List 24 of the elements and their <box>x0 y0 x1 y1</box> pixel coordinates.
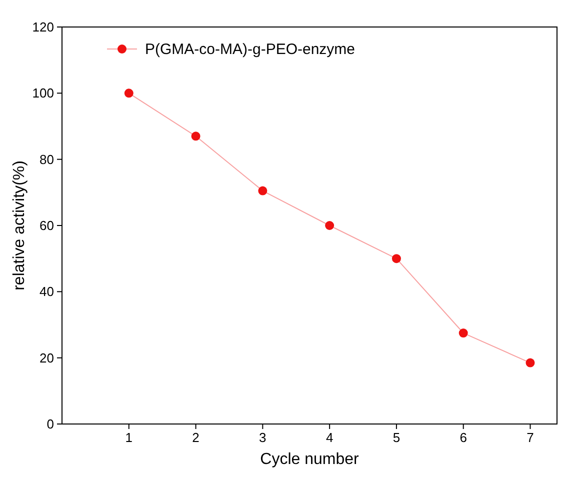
x-tick-label: 4 <box>326 430 334 445</box>
point <box>526 358 535 368</box>
y-tick-label: 60 <box>40 218 54 233</box>
x-tick-label: 2 <box>192 430 200 445</box>
x-tick-label: 7 <box>526 430 534 445</box>
point <box>392 254 401 264</box>
x-tick-label: 3 <box>259 430 266 445</box>
y-tick-label: 20 <box>40 350 54 366</box>
x-tick-label: 5 <box>392 430 400 445</box>
point <box>124 88 134 98</box>
point <box>325 221 334 230</box>
x-tick-label: 1 <box>125 430 133 445</box>
point <box>458 328 468 338</box>
y-tick-label: 0 <box>46 416 54 432</box>
point <box>191 132 200 141</box>
x-axis-title: Cycle number <box>260 451 360 468</box>
legend-label: P(GMA-co-MA)-g-PEO-enzyme <box>145 41 356 58</box>
y-tick-label: 120 <box>32 20 54 34</box>
x-tick-label: 6 <box>460 430 467 445</box>
y-tick-label: 40 <box>40 284 54 300</box>
y-tick-label: 80 <box>40 152 54 167</box>
y-axis-title: relative activity(%) <box>11 160 28 290</box>
point <box>258 186 268 196</box>
y-tick-label: 100 <box>32 86 54 101</box>
